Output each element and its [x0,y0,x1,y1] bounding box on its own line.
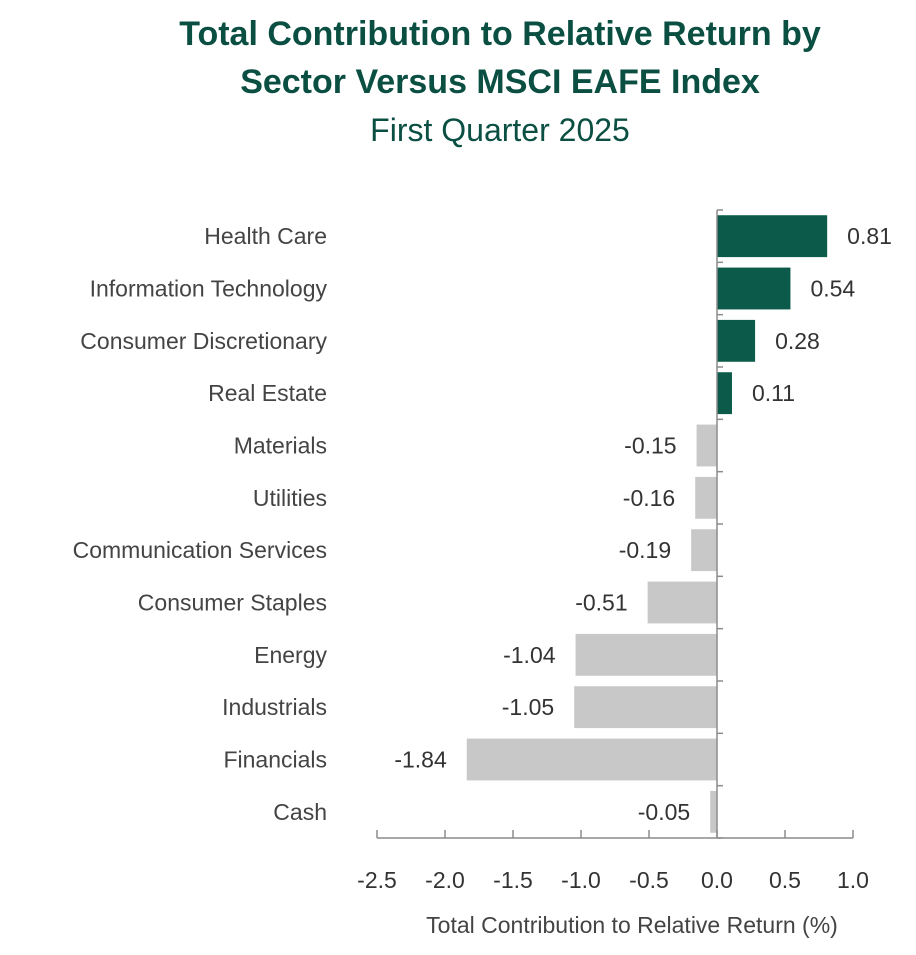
bar-consumer-discretionary [717,319,756,362]
chart-title-line-1: Total Contribution to Relative Return by [179,15,821,53]
bar-materials [696,424,717,467]
bar-information-technology [717,267,791,310]
x-tick-label: 0.0 [701,867,733,893]
x-tick-label: 0.5 [769,867,801,893]
bar-health-care [717,215,828,258]
category-label: Consumer Discretionary [80,328,327,354]
value-label: 0.28 [775,328,820,354]
chart-title-line-2: Sector Versus MSCI EAFE Index [240,63,760,101]
bar-utilities [695,476,717,519]
bar-energy [575,633,717,676]
bar-industrials [574,686,717,729]
bars-group [466,215,828,833]
bar-cash [710,790,717,833]
value-label: -0.16 [623,485,675,511]
value-label: -1.84 [394,747,447,773]
category-label: Energy [254,642,327,668]
x-tick-label: -1.5 [493,867,533,893]
x-tick-label: -2.5 [357,867,397,893]
category-label: Consumer Staples [138,590,327,616]
chart-subtitle: First Quarter 2025 [370,112,630,148]
category-label: Cash [273,799,327,825]
category-label: Communication Services [73,537,327,563]
axes-group: -2.5 -2.0 -1.5 -1.0 -0.5 0.0 0.5 1.0 [357,209,869,893]
value-label: -0.05 [638,799,690,825]
category-label: Real Estate [208,380,327,406]
bar-financials [466,738,717,781]
value-label: 0.11 [752,380,795,406]
value-label: 0.81 [847,223,892,249]
x-tick-label: -2.0 [425,867,465,893]
category-label: Industrials [222,694,327,720]
category-label: Health Care [204,223,327,249]
category-label: Utilities [253,485,327,511]
category-label: Financials [223,747,327,773]
category-labels-group: Health Care Information Technology Consume… [73,223,328,825]
value-label: -1.04 [503,642,556,668]
x-tick-label: -1.0 [561,867,601,893]
value-label: -0.15 [624,433,676,459]
value-labels-group: 0.81 0.54 0.28 0.11 -0.15 -0.16 -0.19 -0.51 -1.0… [394,223,892,825]
bar-real-estate [717,372,732,415]
value-label: -0.51 [575,590,627,616]
x-axis-title: Total Contribution to Relative Return (%… [426,912,838,938]
bar-consumer-staples [647,581,717,624]
x-tick-label: 1.0 [837,867,869,893]
value-label: 0.54 [810,276,855,302]
bar-communication-services [691,529,717,572]
x-tick-label: -0.5 [629,867,669,893]
category-label: Materials [234,433,327,459]
category-label: Information Technology [90,276,328,302]
value-label: -0.19 [619,537,671,563]
value-label: -1.05 [502,694,554,720]
